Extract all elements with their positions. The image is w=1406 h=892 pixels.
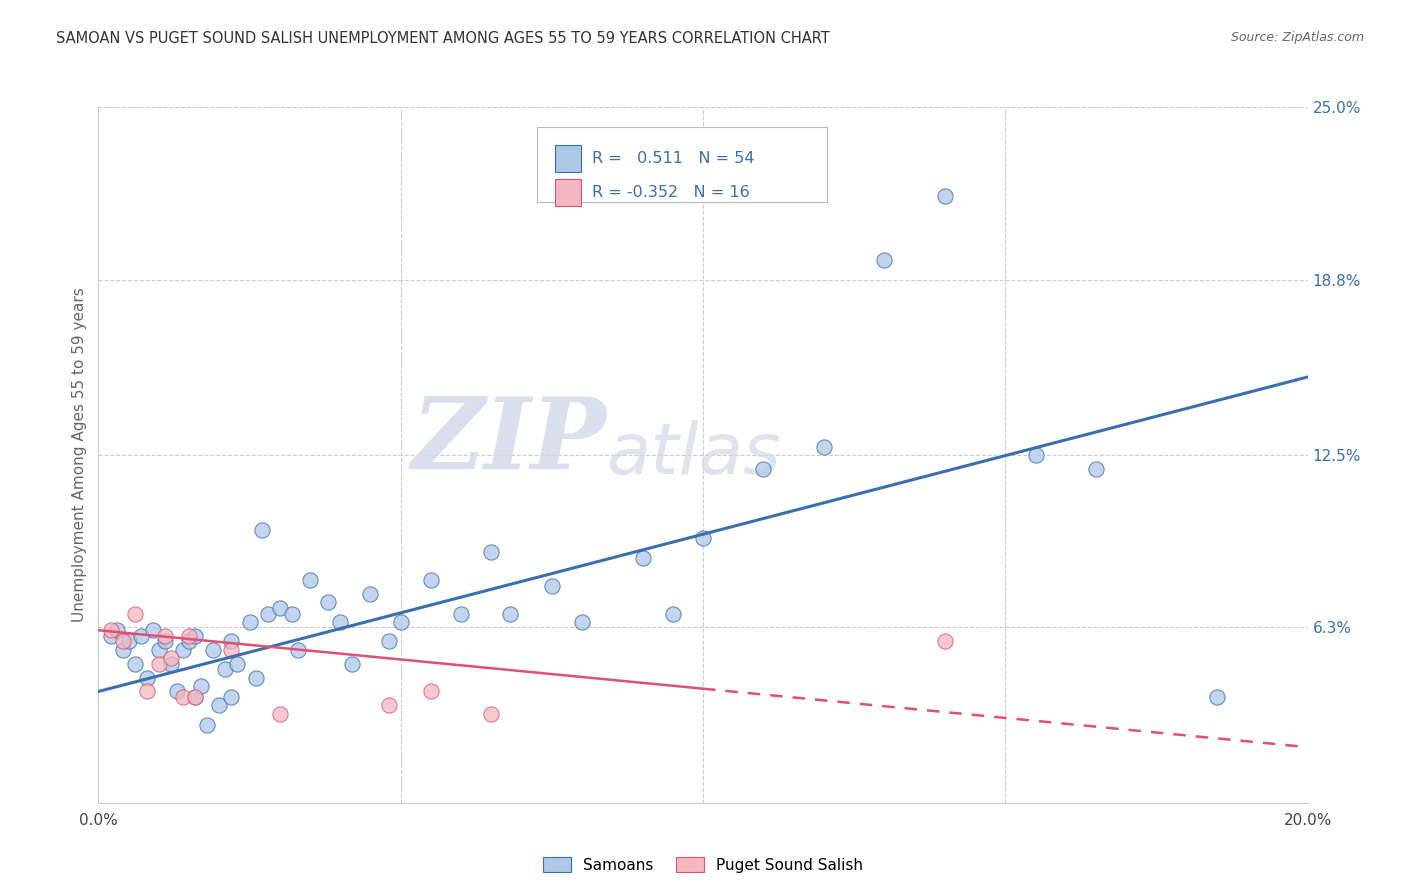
Point [540, 579, 562, 593]
Point [1024, 448, 1046, 462]
Point [269, 706, 291, 721]
Point [360, 587, 382, 601]
Point [342, 657, 364, 671]
Point [129, 629, 152, 643]
Point [208, 698, 231, 713]
Point [934, 634, 956, 648]
Point [214, 662, 236, 676]
Point [172, 642, 194, 657]
Point [281, 607, 304, 621]
Point [221, 642, 243, 657]
Point [389, 615, 412, 629]
Point [1206, 690, 1229, 704]
Text: atlas: atlas [606, 420, 780, 490]
Point [420, 573, 443, 587]
Point [172, 690, 194, 704]
Legend: Samoans, Puget Sound Salish: Samoans, Puget Sound Salish [537, 850, 869, 879]
Point [299, 573, 322, 587]
Point [269, 601, 291, 615]
Point [148, 657, 170, 671]
Point [179, 634, 201, 648]
Point [934, 189, 956, 203]
Point [160, 651, 183, 665]
Point [142, 624, 165, 638]
Point [221, 634, 243, 648]
Point [873, 253, 896, 268]
Point [692, 532, 714, 546]
Point [481, 706, 503, 721]
Point [631, 550, 654, 565]
Point [179, 629, 201, 643]
Point [662, 607, 685, 621]
Point [135, 671, 157, 685]
Point [195, 718, 218, 732]
Point [135, 684, 157, 698]
Point [111, 634, 134, 648]
Point [377, 634, 399, 648]
Point [571, 615, 593, 629]
Y-axis label: Unemployment Among Ages 55 to 59 years: Unemployment Among Ages 55 to 59 years [72, 287, 87, 623]
Point [118, 634, 141, 648]
Point [184, 629, 207, 643]
Point [450, 607, 472, 621]
Point [239, 615, 262, 629]
Point [148, 642, 170, 657]
Point [1085, 462, 1108, 476]
Point [221, 690, 243, 704]
Point [100, 629, 122, 643]
Point [202, 642, 225, 657]
Text: R =   0.511   N = 54: R = 0.511 N = 54 [592, 152, 755, 166]
Point [813, 440, 835, 454]
Point [105, 624, 128, 638]
Point [245, 671, 267, 685]
Point [160, 657, 183, 671]
Point [153, 634, 176, 648]
Point [124, 657, 146, 671]
Point [498, 607, 520, 621]
Text: Source: ZipAtlas.com: Source: ZipAtlas.com [1230, 31, 1364, 45]
Point [184, 690, 207, 704]
Text: SAMOAN VS PUGET SOUND SALISH UNEMPLOYMENT AMONG AGES 55 TO 59 YEARS CORRELATION : SAMOAN VS PUGET SOUND SALISH UNEMPLOYMEN… [56, 31, 830, 46]
Text: ZIP: ZIP [412, 392, 606, 489]
Point [329, 615, 352, 629]
Point [190, 679, 212, 693]
Point [481, 545, 503, 559]
Point [420, 684, 443, 698]
Point [287, 642, 309, 657]
Point [111, 642, 134, 657]
Point [752, 462, 775, 476]
Point [250, 523, 273, 537]
Point [377, 698, 399, 713]
Point [316, 595, 339, 609]
Point [184, 690, 207, 704]
Point [256, 607, 278, 621]
Point [153, 629, 176, 643]
Text: R = -0.352   N = 16: R = -0.352 N = 16 [592, 186, 749, 200]
Point [100, 624, 122, 638]
Point [166, 684, 188, 698]
Point [124, 607, 146, 621]
Point [226, 657, 249, 671]
